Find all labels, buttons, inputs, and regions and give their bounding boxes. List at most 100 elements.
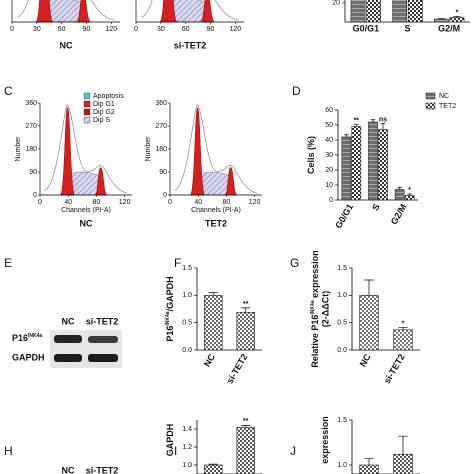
- bar: [350, 0, 366, 23]
- band: [54, 354, 82, 362]
- bar: [393, 329, 413, 351]
- error-bar: [437, 18, 445, 20]
- annotation: *: [408, 187, 411, 194]
- bar: [394, 189, 405, 201]
- error-bar: [380, 123, 386, 130]
- dip-g2: [200, 0, 216, 23]
- y-tick-label: 1.2: [182, 444, 192, 451]
- error-bar: [208, 292, 218, 296]
- lane-label: si-TET2: [86, 316, 119, 326]
- x-tick-label: S: [404, 23, 410, 33]
- bar: [368, 121, 378, 201]
- annotation: *: [402, 320, 405, 327]
- y-tick-label: 0: [33, 192, 37, 199]
- y-tick-label: 1.0: [182, 292, 192, 299]
- x-tick-label: 0: [10, 26, 14, 33]
- annotation: *: [456, 9, 459, 16]
- y-tick-label: 40: [325, 137, 333, 144]
- x-tick-label: 60: [58, 26, 66, 33]
- lane-label: NC: [62, 465, 75, 474]
- legend-swatch: [83, 100, 91, 108]
- x-tick-label: 30: [157, 26, 165, 33]
- error-bar: [364, 458, 374, 465]
- x-tick-label: 30: [33, 26, 41, 33]
- bar: [433, 18, 449, 23]
- y-tick-label: 0.5: [337, 320, 347, 327]
- x-tick-label: 40: [194, 199, 202, 206]
- legend-swatch: [425, 92, 436, 100]
- error-bar: [407, 193, 412, 196]
- y-tick-label: 60: [325, 107, 333, 114]
- y-tick-label: 90: [29, 169, 37, 176]
- legend-label: NC: [439, 93, 449, 100]
- y-tick-label: 1.0: [337, 292, 347, 299]
- legend-label: Dip S: [93, 117, 110, 124]
- x-tick-label: 90: [83, 26, 91, 33]
- error-bar: [208, 463, 218, 465]
- error-bar: [398, 327, 408, 330]
- error-bar: [241, 307, 251, 313]
- y-tick-label: 1.0: [337, 462, 347, 469]
- lane-label: si-TET2: [86, 465, 119, 474]
- bar: [204, 464, 223, 474]
- annotation: ns: [379, 116, 387, 123]
- y-tick-label: 0.5: [182, 320, 192, 327]
- x-tick-label: 0: [38, 199, 42, 206]
- y-tick-label: 50: [325, 122, 333, 129]
- y-tick-label: 10: [325, 182, 333, 189]
- band: [54, 335, 82, 343]
- bar: [204, 295, 223, 351]
- x-tick-label: G2/M: [438, 23, 460, 33]
- error-bar: [398, 435, 408, 455]
- y-axis-label: Cells (%): [306, 136, 316, 174]
- panel-label: D: [292, 84, 301, 98]
- error-bar: [354, 124, 359, 127]
- error-bar: [370, 119, 376, 122]
- bar: [236, 426, 255, 474]
- legend-swatch: [83, 116, 91, 124]
- annotation: **: [243, 418, 249, 425]
- x-tick-label: S: [370, 202, 382, 212]
- bar: [351, 126, 362, 201]
- panel-label: H: [4, 444, 13, 458]
- x-tick-label: si-TET2: [225, 352, 250, 385]
- annotation: **: [243, 301, 249, 308]
- x-tick-label: 80: [223, 199, 231, 206]
- bar: [404, 195, 415, 201]
- y-tick-label: 180: [155, 146, 167, 153]
- x-tick-label: 0: [134, 26, 138, 33]
- panel-label: I: [174, 444, 177, 458]
- panel-label: C: [4, 84, 13, 98]
- panel-label: G: [290, 256, 299, 270]
- y-axis-label-main: Cells (%): [306, 136, 316, 174]
- legend-swatch: [83, 108, 91, 116]
- dip-g1: [190, 107, 206, 196]
- y-axis-label: Relative P16INK4a expression: [310, 250, 320, 367]
- x-tick-label: 120: [249, 199, 261, 206]
- dip-g2: [94, 167, 108, 196]
- y-tick-label: 0: [163, 192, 167, 199]
- y-tick-label: 1.5: [337, 417, 347, 424]
- y-axis-label-tail: expression: [310, 250, 320, 300]
- x-axis-label: Channels (PI-A): [191, 207, 241, 214]
- panel-label: J: [290, 444, 296, 458]
- x-tick-label: 60: [182, 26, 190, 33]
- y-axis-label-sup: INK4a: [165, 311, 171, 325]
- error-bar: [397, 186, 402, 190]
- row-label: GAPDH: [12, 352, 45, 362]
- bar: [407, 0, 423, 23]
- dip-g1: [159, 0, 178, 23]
- x-tick-label: G0/G1: [353, 23, 380, 33]
- legend-swatch: [83, 92, 91, 100]
- y-axis-label: P16INK4a/GAPDH: [165, 276, 175, 341]
- outline: [44, 104, 128, 194]
- y-tick-label: 360: [155, 100, 167, 107]
- x-axis-label: Channels (PI-A): [61, 207, 111, 214]
- y-tick-label: 1.4: [182, 426, 192, 433]
- panel-label: F: [174, 256, 181, 270]
- sample-label: si-TET2: [174, 40, 207, 50]
- y-tick-label: 270: [25, 123, 37, 130]
- error-bar: [364, 279, 374, 296]
- dip-g1: [35, 0, 54, 23]
- y-tick-label: 1.0: [182, 462, 192, 469]
